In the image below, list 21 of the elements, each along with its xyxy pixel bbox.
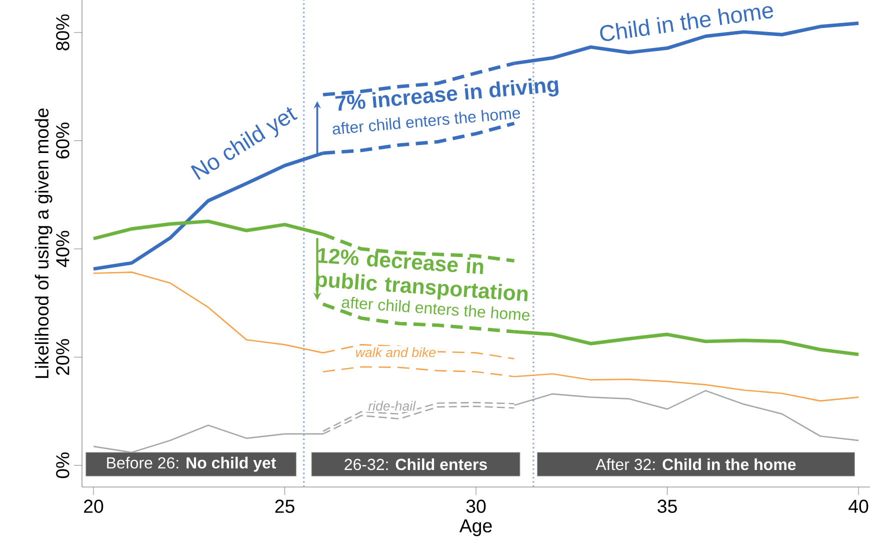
y-axis-title: Likelihood of using a given mode — [34, 108, 52, 378]
y-tick-label: 20% — [56, 339, 70, 375]
x-tick-label: 40 — [848, 500, 868, 513]
band-label: 26-32: Child enters — [344, 458, 487, 470]
x-tick-label: 25 — [275, 500, 294, 513]
annotation: 7% increase in driving — [335, 78, 559, 111]
x-tick-label: 35 — [658, 500, 677, 513]
annotation: Child in the home — [600, 6, 774, 42]
annotation: after child enters the home — [332, 110, 520, 134]
text: ride-hail — [368, 400, 416, 411]
text: walk and bike — [356, 347, 436, 358]
x-tick-label: 20 — [84, 500, 104, 513]
y-tick-label: 60% — [56, 122, 70, 158]
band-label: Before 26: No child yet — [107, 456, 276, 472]
y-tick-label: 80% — [56, 14, 70, 50]
band-label: After 32: Child in the home — [596, 458, 796, 470]
annotation: No child yet — [190, 107, 298, 180]
x-tick-label: 30 — [466, 500, 486, 513]
x-axis-title: Age — [459, 519, 492, 536]
y-tick-label: 40% — [56, 230, 70, 268]
y-tick-label: 0% — [56, 452, 70, 478]
